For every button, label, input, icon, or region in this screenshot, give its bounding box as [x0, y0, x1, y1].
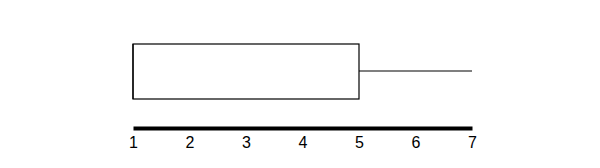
tick: 5: [355, 128, 364, 151]
tick: 3: [242, 128, 251, 151]
tick-label: 1: [129, 134, 138, 151]
x-axis: 1 2 3 4 5 6 7: [129, 128, 477, 151]
tick-label: 6: [412, 134, 421, 151]
tick-label: 2: [186, 134, 195, 151]
tick: 4: [299, 128, 308, 151]
upper-whisker: [359, 70, 472, 71]
tick-label: 3: [242, 134, 251, 151]
median: [132, 44, 133, 99]
tick: 2: [186, 128, 195, 151]
tick-label: 5: [355, 134, 364, 151]
tick-label: 7: [468, 134, 477, 151]
tick-label: 4: [299, 134, 308, 151]
box: [133, 44, 359, 99]
plot-area: [133, 44, 472, 99]
tick: 7: [468, 128, 477, 151]
tick: 1: [129, 128, 138, 151]
axis-line: [134, 127, 473, 131]
chart: 1 2 3 4 5 6 7: [0, 0, 600, 168]
tick: 6: [412, 128, 421, 151]
